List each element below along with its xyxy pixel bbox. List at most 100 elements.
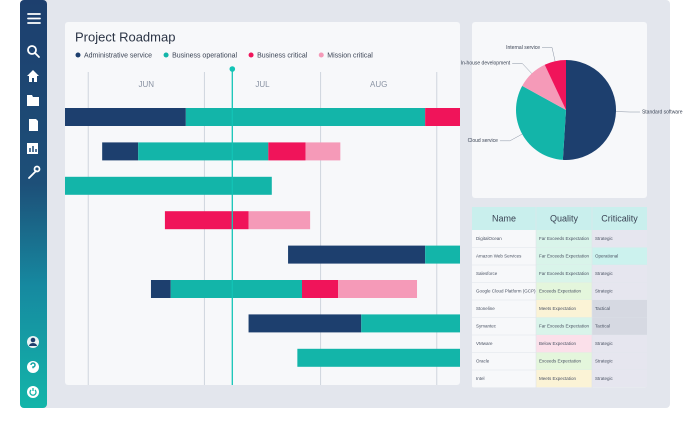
cell-bg — [536, 247, 592, 265]
services-table: Name Quality Criticality DigitalOcean Far Ex… — [472, 207, 647, 388]
cell-name: Intel — [476, 376, 485, 381]
cell-name: VMware — [476, 341, 493, 346]
cell-bg — [592, 370, 647, 388]
cell-quality: Far Exceeds Expectation — [539, 271, 590, 276]
legend-label: Mission critical — [327, 52, 373, 59]
leader-line — [542, 47, 556, 62]
gantt-bar — [268, 142, 306, 161]
gantt-bar — [361, 314, 460, 333]
cell-name: Oracle — [476, 358, 490, 363]
gantt-bar — [288, 245, 426, 264]
cell-quality: Meets Expectation — [539, 306, 577, 311]
sidebar-icons — [27, 13, 41, 398]
gantt-bar — [65, 108, 186, 126]
legend-marker — [318, 52, 324, 58]
gantt-bar — [102, 142, 139, 161]
month-label: AUG — [370, 80, 387, 89]
settings-icon[interactable] — [28, 165, 41, 179]
month-label: JUN — [139, 80, 155, 89]
gantt-bar — [248, 211, 311, 230]
gantt-bar — [297, 348, 460, 367]
cell-bg — [536, 230, 592, 248]
pie-label: Internal service — [506, 45, 540, 51]
cell-name: DigitalOcean — [476, 236, 502, 241]
leader-line — [512, 63, 532, 74]
pie-slice — [562, 60, 617, 160]
cell-bg — [592, 230, 647, 248]
cell-bg — [536, 352, 592, 370]
pie-label: In-house development — [461, 61, 511, 67]
pie-label: Cloud service — [468, 138, 499, 144]
cell-bg — [592, 300, 647, 318]
legend-marker — [163, 52, 169, 58]
today-marker — [229, 66, 236, 72]
legend-label: Business critical — [257, 52, 308, 59]
column-header: Name — [492, 213, 516, 223]
gantt-chart: Administrative service Business operation… — [65, 52, 460, 385]
roadmap-title: Project Roadmap — [75, 29, 175, 44]
help-icon[interactable] — [27, 361, 39, 373]
cell-bg — [592, 352, 647, 370]
cell-quality: Below Expectation — [539, 341, 577, 346]
cell-name: Google Cloud Platform (GCP) — [476, 288, 536, 293]
column-header: Criticality — [601, 213, 638, 223]
pie-slice — [516, 85, 566, 160]
gantt-bar — [248, 314, 362, 333]
gantt-bar — [302, 280, 339, 298]
legend-label: Administrative service — [84, 52, 152, 59]
cell-bg — [592, 265, 647, 283]
cell-criticality: Operational — [595, 253, 618, 258]
cell-quality: Exceeds Expectation — [539, 358, 582, 363]
power-icon[interactable] — [27, 386, 39, 398]
folder-icon[interactable] — [27, 95, 39, 106]
cell-quality: Far Exceeds Expectation — [539, 253, 590, 258]
gantt-bar — [164, 211, 249, 230]
cell-name: Stoneline — [476, 306, 495, 311]
gantt-bar — [338, 280, 418, 298]
avatar-icon[interactable] — [27, 336, 39, 348]
cell-bg — [592, 247, 647, 265]
cell-bg — [536, 317, 592, 335]
cell-quality: Exceeds Expectation — [539, 288, 582, 293]
gantt-bar — [425, 245, 460, 264]
cell-name: Salesforce — [476, 271, 498, 276]
cell-bg — [592, 282, 647, 300]
sidebar — [20, 0, 47, 408]
gantt-bar — [170, 280, 302, 298]
cell-bg — [592, 317, 647, 335]
search-icon[interactable] — [27, 45, 40, 58]
leader-line — [499, 133, 523, 142]
cell-bg — [536, 370, 592, 388]
cell-criticality: Strategic — [595, 271, 614, 276]
document-icon[interactable] — [29, 119, 38, 131]
cell-name: Amazon Web Services — [476, 253, 522, 258]
legend-marker — [248, 52, 254, 58]
cell-criticality: Tactical — [595, 323, 610, 328]
cell-bg — [536, 282, 592, 300]
column-header: Quality — [550, 213, 579, 223]
cell-quality: Meets Expectation — [539, 376, 577, 381]
home-icon[interactable] — [27, 70, 39, 82]
menu-icon[interactable] — [27, 13, 41, 24]
cell-quality: Far Exceeds Expectation — [539, 236, 590, 241]
gantt-bar — [305, 142, 341, 161]
chart-icon[interactable] — [27, 143, 38, 154]
table-header — [472, 207, 647, 230]
gantt-bar — [138, 142, 269, 161]
cell-quality: Far Exceeds Expectation — [539, 323, 590, 328]
cell-bg — [592, 335, 647, 353]
cell-criticality: Strategic — [595, 376, 614, 381]
pie-chart: Standard software Cloud service In-house d… — [461, 45, 683, 160]
gantt-bar — [425, 108, 460, 126]
gantt-bar — [65, 176, 272, 195]
gantt-bar — [185, 108, 426, 126]
cell-name: Symantec — [476, 323, 497, 328]
cell-bg — [536, 300, 592, 318]
pie-slice — [544, 60, 566, 110]
cell-bg — [536, 265, 592, 283]
cell-criticality: Tactical — [595, 306, 610, 311]
cell-criticality: Strategic — [595, 288, 614, 293]
cell-criticality: Strategic — [595, 341, 614, 346]
month-label: JUL — [255, 80, 270, 89]
